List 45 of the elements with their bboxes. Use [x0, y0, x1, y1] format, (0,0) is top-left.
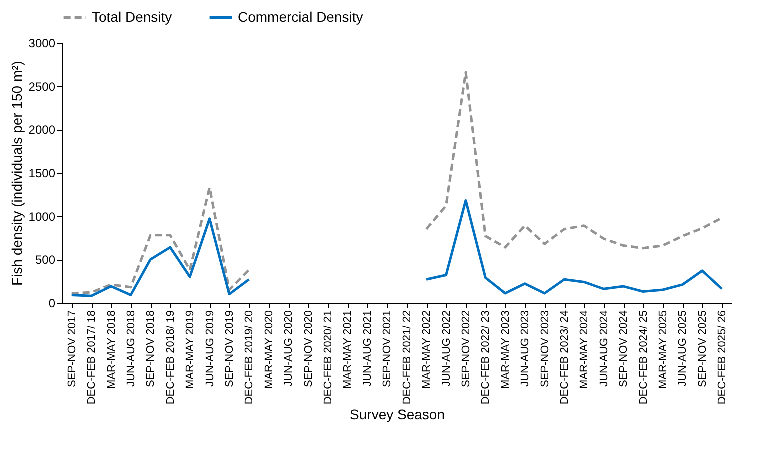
x-tick-label: JUN-AUG 2022: [440, 310, 453, 387]
legend-label: Commercial Density: [238, 9, 364, 25]
x-tick-label: JUN-AUG 2025: [677, 310, 690, 387]
x-tick-label: SEP-NOV 2025: [696, 310, 709, 388]
x-tick-label: MAR-MAY 2024: [578, 310, 591, 389]
x-tick-label: JUN-AUG 2021: [362, 310, 374, 387]
x-tick-label: DEC-FEB 2024/ 25: [638, 310, 650, 405]
x-tick-label: SEP-NOV 2023: [539, 310, 552, 388]
y-tick-label: 3000: [28, 36, 56, 50]
x-tick-label: DEC-FEB 2018/ 19: [164, 310, 177, 405]
x-tick-label: DEC-FEB 2021/ 22: [401, 310, 414, 405]
x-tick-label: SEP-NOV 2024: [618, 310, 630, 388]
x-tick-label: JUN-AUG 2020: [283, 310, 296, 387]
y-tick-label: 500: [35, 253, 56, 268]
x-tick-label: SEP-NOV 2019: [224, 310, 236, 388]
y-tick-label: 0: [48, 296, 56, 310]
x-tick-label: SEP-NOV 2018: [145, 310, 158, 388]
x-tick-label: SEP-NOV 2017: [66, 310, 78, 388]
x-tick-label: DEC-FEB 2020/ 21: [322, 310, 335, 405]
y-tick-label: 2000: [28, 123, 56, 138]
x-tick-label: DEC-FEB 2019/ 20: [244, 310, 256, 405]
x-tick-label: MAR-MAY 2020: [263, 310, 276, 389]
x-tick-label: MAR-MAY 2025: [658, 310, 670, 389]
x-tick-label: SEP-NOV 2020: [302, 310, 315, 388]
y-axis-title: Fish density (individuals per 150 m²): [8, 61, 25, 286]
x-tick-label: MAR-MAY 2018: [106, 310, 118, 389]
x-tick-label: DEC-FEB 2022/ 23: [480, 310, 492, 405]
x-tick-label: SEP-NOV 2022: [460, 310, 472, 388]
x-axis-title: Survey Season: [350, 406, 445, 423]
x-tick-label: MAR-MAY 2019: [184, 310, 197, 389]
x-tick-label: JUN-AUG 2023: [520, 310, 532, 387]
x-tick-label: MAR-MAY 2023: [500, 310, 512, 389]
y-tick-label: 2500: [28, 80, 56, 94]
x-tick-label: MAR-MAY 2021: [342, 310, 354, 389]
y-tick-label: 1500: [28, 166, 56, 180]
y-tick-label: 1000: [28, 210, 56, 224]
x-tick-label: JUN-AUG 2019: [204, 310, 216, 387]
x-tick-label: JUN-AUG 2024: [598, 310, 610, 387]
legend-label: Total Density: [92, 9, 172, 25]
x-tick-label: DEC-FEB 2017/ 18: [86, 310, 98, 405]
x-tick-label: DEC-FEB 2023/ 24: [559, 310, 571, 405]
x-tick-label: JUN-AUG 2018: [125, 310, 138, 387]
x-tick-label: DEC-FEB 2025/ 26: [716, 310, 729, 405]
x-tick-label: SEP-NOV 2021: [382, 310, 394, 388]
x-tick-label: MAR-MAY 2022: [421, 310, 434, 389]
